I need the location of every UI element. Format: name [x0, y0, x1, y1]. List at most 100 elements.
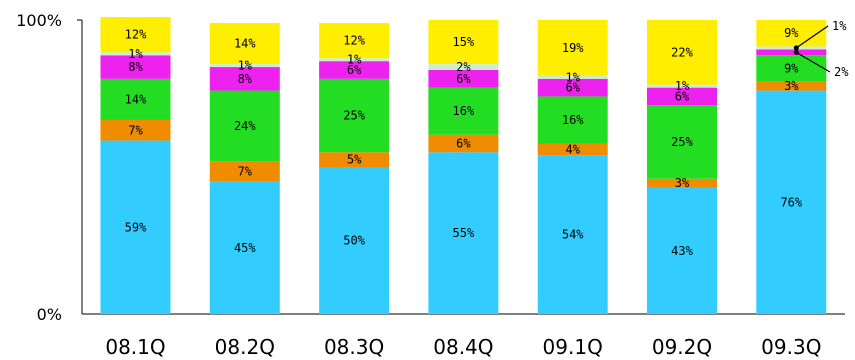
data-label: 12%: [125, 28, 147, 42]
bar-segment: [319, 58, 390, 62]
data-label: 7%: [238, 164, 253, 178]
data-label: 2%: [456, 60, 471, 74]
data-label: 6%: [456, 72, 471, 86]
data-label: 59%: [125, 220, 147, 234]
bar-segment: [209, 64, 280, 68]
bar-segment: [647, 187, 717, 314]
bar-segment: [100, 52, 171, 56]
bar-segment: [100, 140, 171, 314]
bar-segment: [647, 105, 717, 179]
data-label: 7%: [128, 123, 143, 137]
category-labels: 08.1Q 08.2Q 08.3Q 08.4Q 09.1Q 09.2Q 09.3Q: [105, 335, 821, 359]
callout-dot: [793, 45, 799, 51]
data-label: 8%: [238, 72, 253, 86]
data-label: 6%: [675, 89, 690, 103]
bar-segment: [209, 161, 280, 182]
data-label: 12%: [343, 34, 365, 48]
data-label: 14%: [234, 37, 256, 51]
axes: 100% 0%: [16, 11, 845, 324]
data-label: 16%: [453, 104, 475, 118]
bar-segment: [319, 61, 390, 79]
data-label: 1%: [347, 53, 362, 67]
category-label: 08.1Q: [105, 335, 165, 359]
data-label: 50%: [343, 234, 365, 248]
data-label: 54%: [562, 228, 584, 242]
bars: [100, 17, 827, 314]
bar-segment: [428, 20, 499, 65]
data-label: 5%: [347, 153, 362, 167]
bar-segment: [428, 134, 499, 153]
data-label: 16%: [562, 113, 584, 127]
bar-segment: [428, 64, 499, 70]
callout-label: 2%: [834, 65, 849, 79]
bar-segment: [428, 87, 499, 135]
callout-label: 1%: [832, 19, 847, 33]
category-label: 08.4Q: [433, 335, 493, 359]
bar-segment: [209, 90, 280, 162]
bar-segment: [756, 46, 827, 50]
data-label: 9%: [784, 26, 799, 40]
bar-segment: [319, 152, 390, 167]
bar-segment: [647, 178, 717, 188]
y-tick-label-0: 0%: [37, 305, 62, 324]
data-label: 14%: [125, 92, 147, 106]
bar-segment: [756, 20, 827, 47]
callout-leader-line: [795, 51, 831, 73]
data-label: 1%: [565, 70, 580, 84]
data-label: 45%: [234, 241, 256, 255]
y-tick-label-100: 100%: [16, 11, 62, 30]
data-label: 19%: [562, 41, 584, 55]
data-label: 6%: [456, 136, 471, 150]
data-label: 3%: [675, 176, 690, 190]
callouts: 1% 2%: [793, 19, 849, 79]
bar-segment: [537, 143, 608, 156]
data-label: 4%: [565, 142, 580, 156]
bar-segment: [537, 155, 608, 314]
bar-segment: [756, 90, 827, 314]
category-label: 09.3Q: [761, 335, 821, 359]
data-label: 6%: [565, 81, 580, 95]
bar-segment: [319, 78, 390, 153]
bar-segment: [756, 55, 827, 82]
callout-dot: [793, 49, 799, 55]
bar-segment: [319, 22, 390, 59]
category-label: 09.1Q: [543, 335, 603, 359]
bar-segment: [209, 22, 280, 65]
bar-segment: [100, 55, 171, 79]
bar-segment: [537, 20, 608, 76]
callout-leader-line: [795, 25, 829, 49]
bar-segment: [537, 75, 608, 79]
data-label: 25%: [343, 109, 365, 123]
data-label: 1%: [675, 79, 690, 93]
data-label: 6%: [347, 63, 362, 77]
data-label: 25%: [671, 135, 693, 149]
data-label: 9%: [784, 62, 799, 76]
data-label: 8%: [128, 60, 143, 74]
data-label: 76%: [780, 195, 802, 209]
category-label: 08.2Q: [215, 335, 275, 359]
data-label: 15%: [453, 35, 475, 49]
bar-segment: [428, 69, 499, 88]
bar-segment: [647, 20, 717, 85]
bar-segment: [100, 17, 171, 53]
category-label: 09.2Q: [652, 335, 712, 359]
data-label: 3%: [784, 79, 799, 93]
bar-segment: [647, 84, 717, 88]
data-label: 1%: [128, 47, 143, 61]
data-label: 55%: [453, 226, 475, 240]
data-label: 22%: [671, 45, 693, 59]
data-label: 43%: [671, 244, 693, 258]
bar-segment: [756, 49, 827, 56]
category-label: 08.3Q: [324, 335, 384, 359]
bar-segment: [647, 87, 717, 106]
data-label: 1%: [238, 59, 253, 73]
bar-segment: [209, 181, 280, 314]
bar-segment: [100, 119, 171, 141]
bar-segment: [100, 78, 171, 120]
bar-segment: [319, 167, 390, 314]
bar-segment: [537, 78, 608, 97]
bar-segment: [209, 67, 280, 91]
bar-segment: [756, 81, 827, 91]
segment-labels: 59%7%14%8%1%12%45%7%24%8%1%14%50%5%25%6%…: [125, 26, 803, 258]
